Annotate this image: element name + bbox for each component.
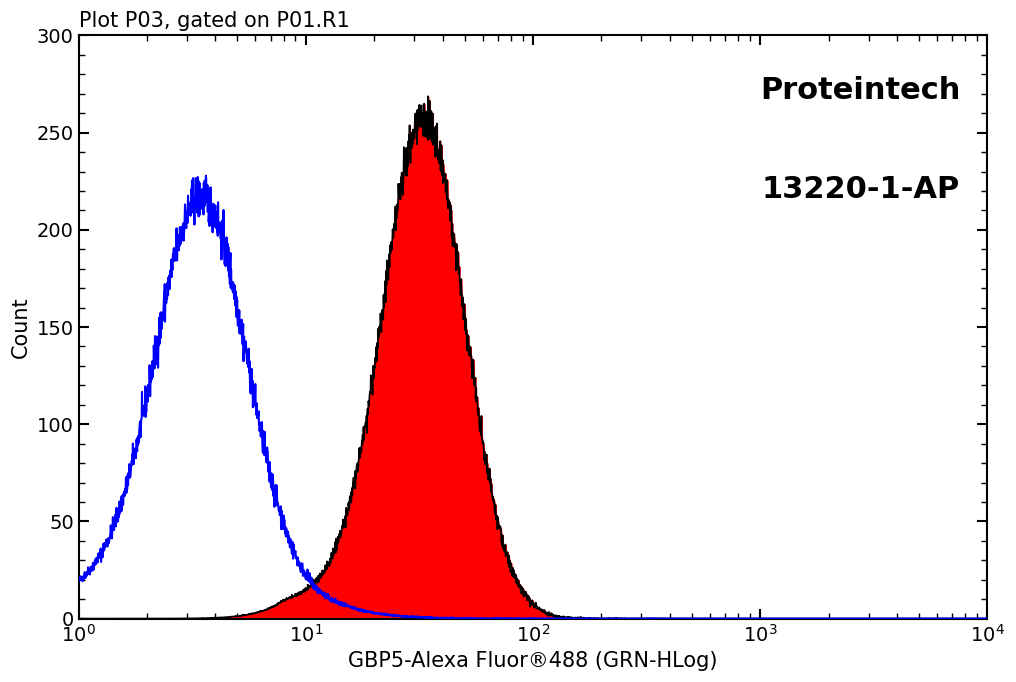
- Text: Proteintech: Proteintech: [760, 76, 960, 105]
- Text: 13220-1-AP: 13220-1-AP: [762, 175, 960, 205]
- Y-axis label: Count: Count: [11, 296, 31, 358]
- X-axis label: GBP5-Alexa Fluor®488 (GRN-HLog): GBP5-Alexa Fluor®488 (GRN-HLog): [348, 651, 718, 671]
- Text: Plot P03, gated on P01.R1: Plot P03, gated on P01.R1: [78, 11, 350, 31]
